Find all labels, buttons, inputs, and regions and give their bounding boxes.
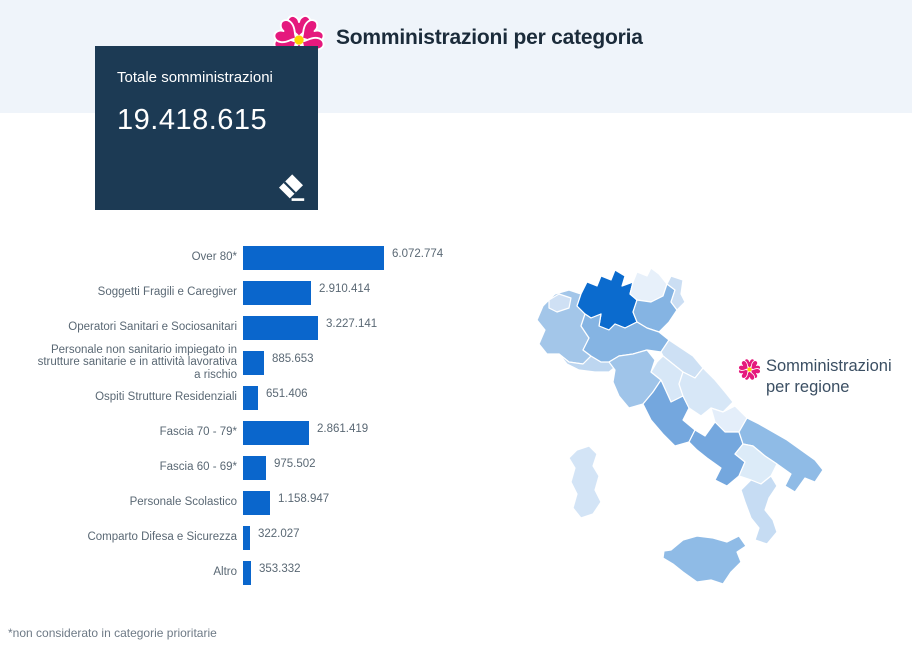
bar-row: Comparto Difesa e Sicurezza 322.027: [30, 520, 490, 555]
bar-row: Over 80* 6.072.774: [30, 240, 490, 275]
bar-segment[interactable]: [243, 315, 318, 340]
category-label: Personale Scolastico: [129, 496, 237, 509]
category-label: Over 80*: [191, 251, 237, 264]
value-label: 885.653: [272, 352, 314, 365]
category-label: Personale non sanitario impiegato in str…: [37, 343, 237, 381]
bar-row: Operatori Sanitari e Sociosanitari 3.227.…: [30, 310, 490, 345]
category-label: Fascia 60 - 69*: [159, 461, 237, 474]
bar-row: Personale non sanitario impiegato in str…: [30, 343, 490, 381]
region-valle_daosta[interactable]: [548, 293, 572, 313]
value-label: 2.910.414: [319, 282, 371, 295]
italy-map: [525, 250, 845, 650]
value-label: 353.332: [259, 562, 301, 575]
bar-segment[interactable]: [243, 280, 311, 305]
bar-row: Ospiti Strutture Residenziali 651.406: [30, 380, 490, 415]
bar-segment[interactable]: [243, 245, 384, 270]
map-legend-label: Somministrazioni per regione: [766, 356, 912, 398]
bar-row: Fascia 60 - 69* 975.502: [30, 450, 490, 485]
bar-segment[interactable]: [243, 350, 264, 375]
category-label: Altro: [213, 566, 237, 579]
value-label: 975.502: [274, 457, 316, 470]
value-label: 2.861.419: [317, 422, 369, 435]
footnote: *non considerato in categorie prioritari…: [8, 626, 217, 640]
bar-segment[interactable]: [243, 455, 266, 480]
map-legend-line1: Somministrazioni: [766, 357, 892, 375]
bar-segment[interactable]: [243, 490, 270, 515]
total-card: Totale somministrazioni 19.418.615: [95, 46, 318, 210]
region-sardegna[interactable]: [568, 445, 602, 519]
category-label: Fascia 70 - 79*: [159, 426, 237, 439]
bar-row: Soggetti Fragili e Caregiver 2.910.414: [30, 275, 490, 310]
region-lazio[interactable]: [642, 379, 696, 447]
value-label: 322.027: [258, 527, 300, 540]
total-card-value: 19.418.615: [117, 104, 268, 136]
value-label: 3.227.141: [326, 317, 378, 330]
total-card-label: Totale somministrazioni: [117, 69, 273, 86]
value-label: 651.406: [266, 387, 308, 400]
bar-row: Altro 353.332: [30, 555, 490, 590]
bar-row: Personale Scolastico 1.158.947: [30, 485, 490, 520]
category-label: Operatori Sanitari e Sociosanitari: [68, 321, 237, 334]
region-friuli_venezia_giulia[interactable]: [666, 275, 686, 311]
bar-segment[interactable]: [243, 385, 258, 410]
map-legend-line2: per regione: [766, 378, 850, 396]
category-label: Ospiti Strutture Residenziali: [95, 391, 237, 404]
region-calabria[interactable]: [740, 475, 778, 545]
region-sicilia[interactable]: [662, 535, 747, 585]
page-title: Somministrazioni per categoria: [336, 26, 643, 49]
bar-segment[interactable]: [243, 560, 251, 585]
bar-segment[interactable]: [243, 525, 250, 550]
bar-row: Fascia 70 - 79* 2.861.419: [30, 415, 490, 450]
category-label: Soggetti Fragili e Caregiver: [97, 286, 237, 299]
category-bar-chart: Over 80* 6.072.774 Soggetti Fragili e Care…: [30, 240, 490, 590]
category-label: Comparto Difesa e Sicurezza: [87, 531, 237, 544]
value-label: 6.072.774: [392, 247, 444, 260]
eraser-icon[interactable]: [276, 172, 306, 202]
value-label: 1.158.947: [278, 492, 330, 505]
italy-choropleth-svg: [536, 267, 824, 585]
primula-flower-icon-small: [737, 358, 762, 381]
bar-segment[interactable]: [243, 420, 309, 445]
